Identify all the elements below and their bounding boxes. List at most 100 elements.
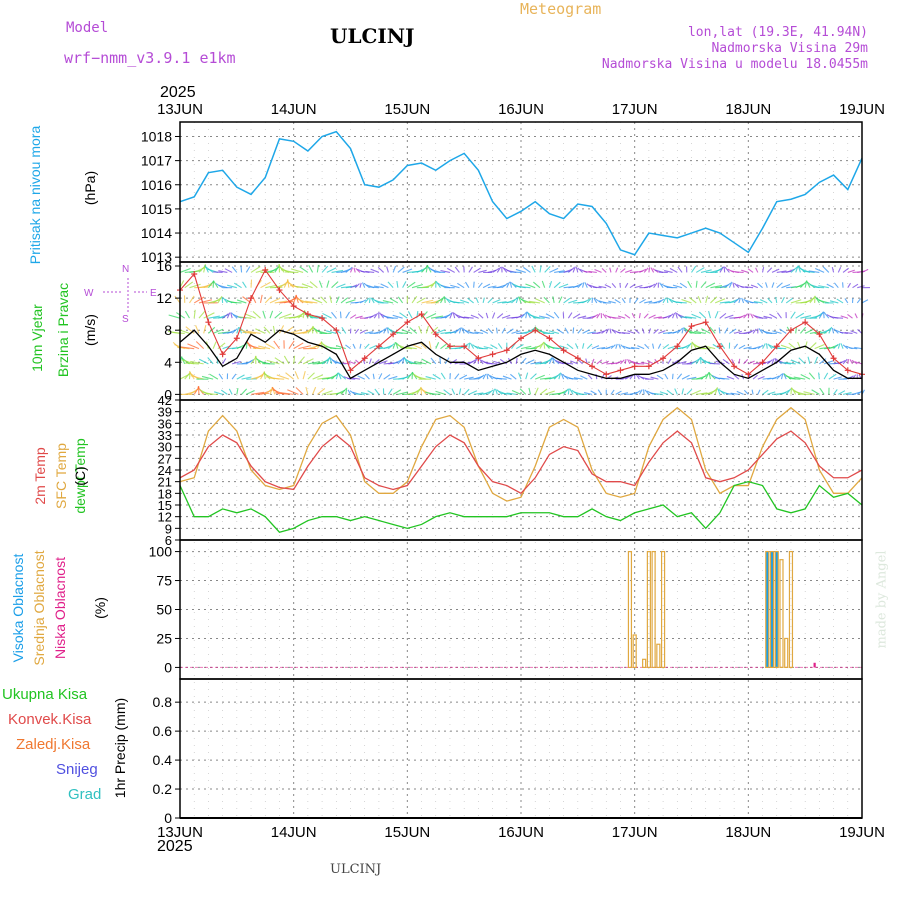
- wind-barb: [723, 266, 726, 273]
- wind-barb: [469, 332, 479, 334]
- wind-barb: [240, 266, 243, 273]
- wind-barb: [368, 297, 371, 303]
- wind-barb: [766, 267, 773, 273]
- wind-barb: [752, 374, 758, 380]
- wind-barb: [447, 267, 455, 273]
- wind-barb: [515, 268, 526, 273]
- wind-barb: [748, 329, 755, 334]
- wind-barb: [582, 298, 590, 304]
- wind-barb: [559, 345, 569, 350]
- wind-barb: [392, 265, 397, 273]
- wind-barb: [340, 297, 349, 304]
- wind-barb: [190, 360, 204, 365]
- wind-barb: [298, 345, 312, 350]
- wind-barb: [811, 389, 820, 395]
- wind-barb: [369, 344, 377, 350]
- wind-barb: [708, 310, 711, 319]
- gust-marker: [787, 327, 794, 334]
- gust-marker: [617, 367, 624, 374]
- wind-barb: [615, 360, 623, 365]
- wind-barb: [435, 342, 440, 349]
- year-bottom: 2025: [157, 838, 193, 855]
- wind-barb: [779, 328, 787, 334]
- wind-barb: [511, 297, 518, 304]
- wind-barb: [854, 346, 863, 350]
- wind-barb: [800, 281, 807, 289]
- wind-barb: [276, 374, 290, 380]
- wind-barb: [208, 315, 220, 319]
- wind-barb: [629, 283, 636, 289]
- wind-barb: [732, 282, 735, 288]
- wind-barb: [639, 298, 646, 304]
- wind-barb: [700, 281, 707, 289]
- wind-barb: [212, 341, 217, 349]
- wind-barb: [326, 280, 330, 288]
- wind-barb: [838, 390, 846, 395]
- wind-barb: [449, 329, 459, 334]
- wind-barb: [525, 372, 529, 380]
- wind-barb: [653, 316, 662, 319]
- wind-barb: [372, 373, 375, 380]
- wind-barb: [626, 347, 635, 350]
- wind-barb: [856, 298, 862, 304]
- wind-barb: [275, 392, 289, 395]
- wind-barb: [312, 298, 323, 304]
- wind-barb: [762, 389, 769, 395]
- wind-barb: [518, 372, 522, 380]
- wind-barb: [305, 386, 309, 395]
- wind-barb: [790, 299, 802, 304]
- wind-barb: [359, 329, 367, 334]
- wind-barb: [771, 268, 780, 273]
- wind-barb: [686, 342, 692, 349]
- wind-barb: [421, 265, 429, 273]
- temp-y-tick-label: 30: [158, 440, 172, 455]
- cloud-bar-mid: [627, 550, 633, 669]
- cloud-bar-high: [770, 551, 774, 668]
- wind-barb: [506, 392, 517, 395]
- wind-barb: [402, 281, 407, 288]
- wind-barb: [523, 266, 531, 273]
- wind-barb: [826, 283, 834, 289]
- wind-barb: [532, 281, 541, 289]
- wind-barb: [421, 311, 428, 319]
- wind-barb: [184, 281, 194, 289]
- wind-barb: [297, 356, 305, 365]
- gust-marker: [489, 351, 496, 358]
- wind-barb: [842, 267, 849, 273]
- wind-barb: [244, 313, 256, 319]
- wind-barb: [377, 266, 385, 273]
- wind-barb: [473, 358, 478, 365]
- wind-barb: [383, 327, 388, 334]
- wind-barb: [558, 296, 563, 304]
- cloud-bar-low: [813, 662, 816, 668]
- wind-barb: [287, 389, 299, 395]
- wind-barb: [454, 373, 460, 380]
- wind-barb: [753, 300, 763, 304]
- wind-barb: [342, 362, 351, 365]
- gust-marker: [589, 363, 596, 370]
- wind-barb: [510, 282, 517, 289]
- temp-y-tick-label: 42: [158, 393, 172, 408]
- wind-barb: [729, 328, 737, 334]
- wind-barb: [293, 342, 304, 350]
- wind-barb: [425, 376, 436, 380]
- wind-barb: [833, 389, 838, 395]
- wind-barb: [666, 389, 673, 395]
- wind-barb: [686, 376, 697, 380]
- wind-barb: [288, 340, 295, 349]
- cloud-bar-mid: [765, 550, 770, 669]
- frame-layer: [179, 121, 863, 819]
- gust-marker: [432, 331, 439, 338]
- pressure-y-tick-label: 1013: [141, 249, 172, 265]
- wind-barb: [609, 328, 612, 334]
- wind-barb: [728, 281, 733, 288]
- wind-barb: [712, 343, 721, 350]
- wind-barb: [279, 313, 292, 319]
- wind-barb: [560, 373, 565, 380]
- wind-barb: [435, 390, 446, 395]
- wind-barb: [494, 388, 498, 395]
- wind-barb: [218, 373, 224, 380]
- wind-barb: [241, 376, 252, 380]
- wind-barb: [653, 328, 659, 334]
- wind-barb: [317, 387, 326, 395]
